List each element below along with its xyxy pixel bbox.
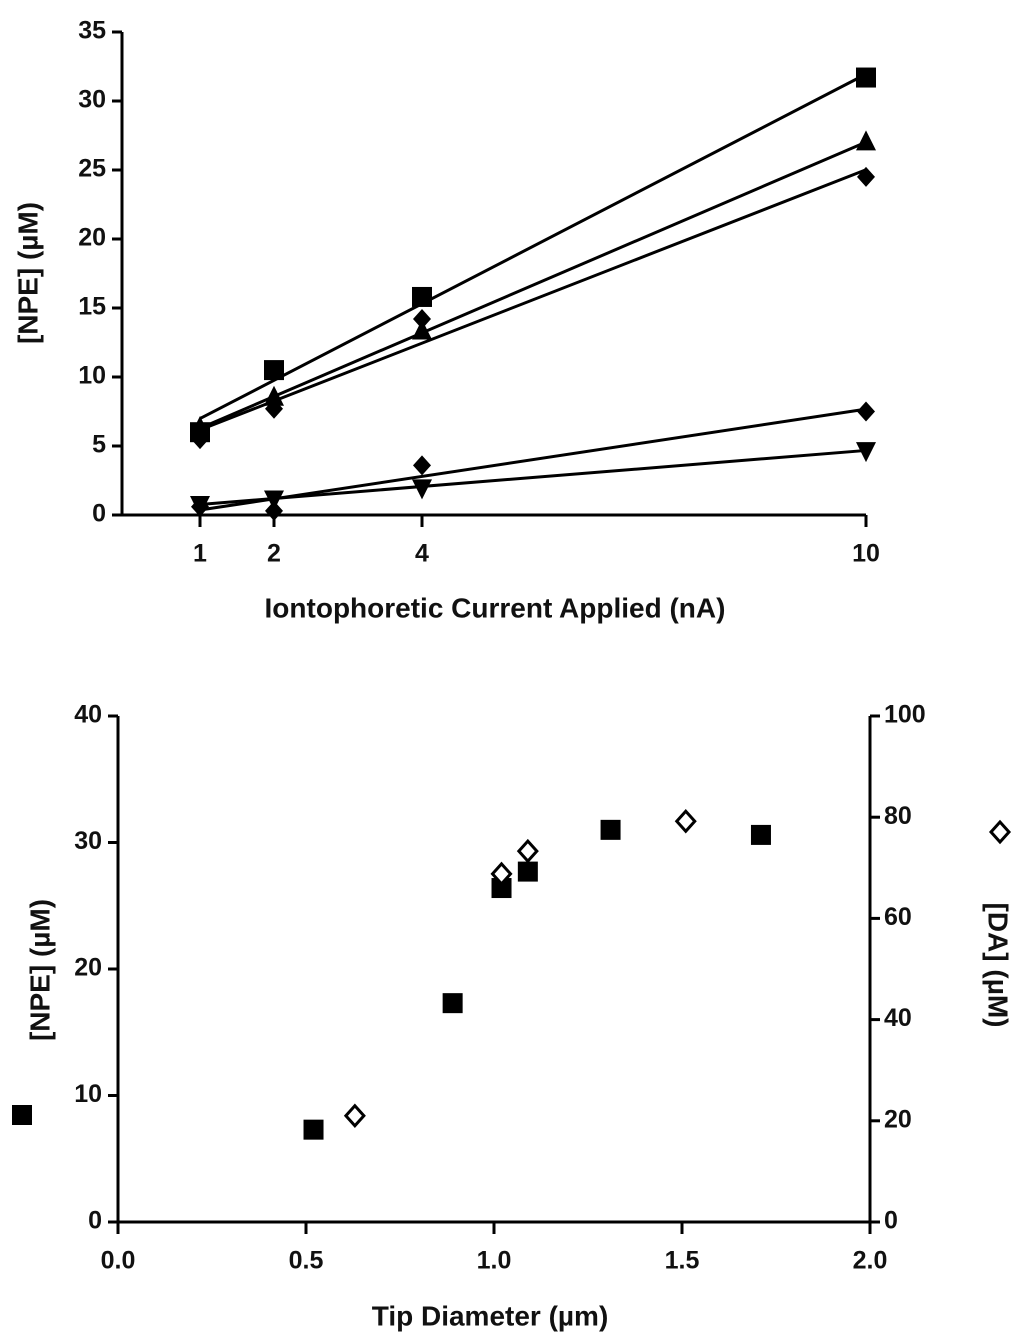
marker	[190, 416, 210, 437]
marker	[413, 455, 431, 476]
x-tick-label: 1	[193, 540, 207, 568]
y-axis-label: [NPE] (µM)	[24, 899, 55, 1041]
marker	[303, 1119, 324, 1140]
y-tick-label: 0	[92, 500, 106, 528]
marker	[265, 500, 283, 521]
marker	[856, 442, 876, 463]
y2-tick-label: 100	[884, 701, 926, 729]
marker	[856, 130, 876, 151]
x-tick-label: 1.0	[477, 1247, 512, 1275]
x-tick-label: 1.5	[665, 1247, 700, 1275]
fit-line	[199, 140, 867, 430]
marker	[191, 429, 209, 450]
axis-key-marker	[988, 819, 1012, 845]
marker	[674, 809, 697, 834]
fit-line	[199, 407, 867, 512]
y2-tick-label: 20	[884, 1105, 912, 1133]
x-tick-label: 0.0	[101, 1247, 136, 1275]
y-tick-label: 30	[78, 86, 106, 114]
y-tick-label: 40	[74, 701, 102, 729]
marker	[413, 309, 431, 330]
y2-tick-label: 40	[884, 1004, 912, 1032]
marker	[857, 401, 875, 422]
y-axis-label: [NPE] (µM)	[12, 202, 43, 344]
x-tick-label: 2	[267, 540, 281, 568]
x-axis-label: Tip Diameter (µm)	[372, 1300, 609, 1331]
x-tick-label: 10	[852, 540, 880, 568]
marker	[412, 479, 432, 500]
y-tick-label: 20	[78, 224, 106, 252]
x-tick-label: 4	[415, 540, 429, 568]
marker	[516, 838, 539, 864]
y2-tick-label: 80	[884, 802, 912, 830]
marker	[412, 286, 432, 307]
marker	[490, 861, 513, 887]
marker	[856, 67, 876, 88]
y-tick-label: 25	[78, 155, 106, 183]
y-tick-label: 15	[78, 293, 106, 321]
y-tick-label: 0	[88, 1207, 102, 1235]
y2-axis-label: [DA] (µM)	[983, 903, 1014, 1028]
marker	[412, 319, 432, 340]
y-tick-label: 30	[74, 827, 102, 855]
fit-line	[199, 448, 867, 507]
marker	[442, 993, 463, 1014]
y-tick-label: 10	[74, 1080, 102, 1108]
marker	[857, 166, 875, 187]
marker	[491, 878, 512, 899]
y-tick-label: 35	[78, 17, 106, 45]
x-axis-label: Iontophoretic Current Applied (nA)	[265, 592, 726, 623]
y2-tick-label: 0	[884, 1207, 898, 1235]
y-tick-label: 10	[78, 362, 106, 390]
x-tick-label: 2.0	[853, 1247, 888, 1275]
marker	[600, 819, 621, 840]
marker	[750, 824, 771, 845]
marker	[190, 495, 210, 516]
marker	[264, 490, 284, 511]
y-tick-label: 5	[92, 431, 106, 459]
marker	[343, 1103, 366, 1128]
marker	[517, 861, 538, 882]
y2-tick-label: 60	[884, 903, 912, 931]
x-tick-label: 0.5	[289, 1247, 324, 1275]
marker	[264, 360, 284, 381]
marker	[265, 398, 283, 419]
y-tick-label: 20	[74, 954, 102, 982]
marker	[264, 385, 284, 406]
axis-key-marker	[12, 1105, 32, 1125]
fit-line	[199, 168, 867, 432]
fit-line	[199, 72, 867, 420]
